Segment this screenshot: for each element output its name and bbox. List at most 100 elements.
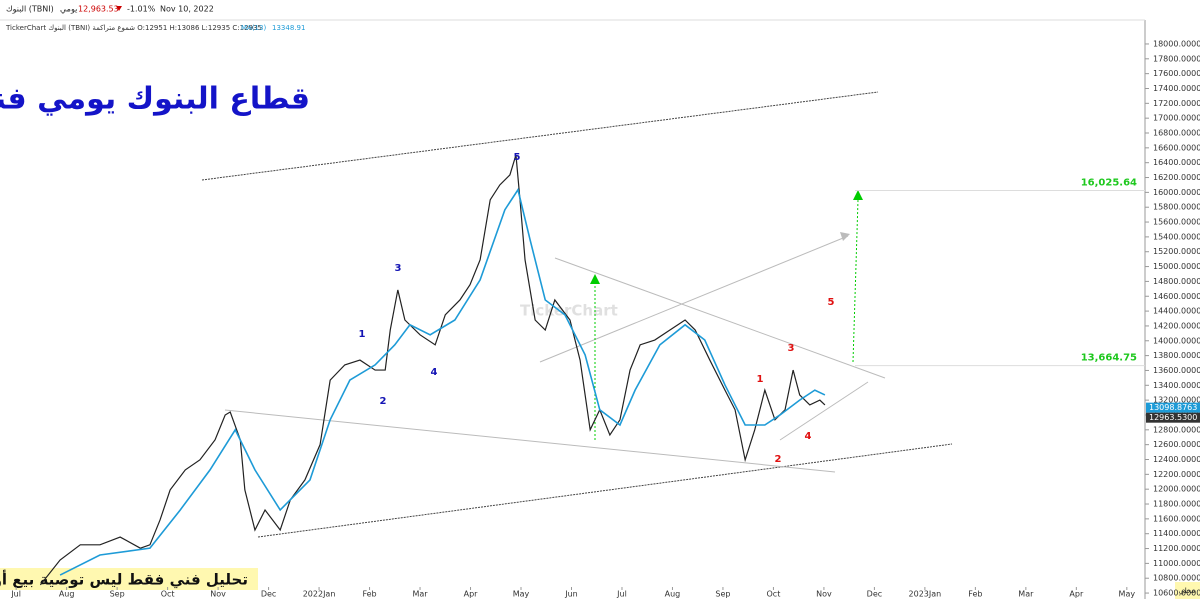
wave-label: 1 <box>757 374 764 385</box>
ma-value: 13348.91 <box>272 24 305 32</box>
y-tick-label: 12000.0000 <box>1153 485 1200 494</box>
x-tick-label: Aug <box>665 590 681 599</box>
projection-head <box>840 232 850 241</box>
green-arrow-1-head <box>590 274 600 284</box>
y-tick-label: 10600.0000 <box>1153 589 1200 598</box>
x-tick-label: Feb <box>362 590 376 599</box>
y-tick-label: 17000.0000 <box>1153 114 1200 123</box>
price-line <box>59 187 826 576</box>
wave-label: 5 <box>514 152 521 163</box>
y-tick-label: 12600.0000 <box>1153 440 1200 449</box>
last-value-label: 13098.8763 <box>1149 403 1197 412</box>
change: -1.01% <box>127 5 156 14</box>
y-tick-label: 18000.0000 <box>1153 39 1200 48</box>
last-value-badge <box>1146 412 1200 423</box>
x-tick-label: Oct <box>767 590 781 599</box>
y-tick-label: 12800.0000 <box>1153 425 1200 434</box>
price-level-label: 13,664.75 <box>1081 353 1137 364</box>
corner-label: محلي <box>1179 587 1196 595</box>
y-tick-label: 11600.0000 <box>1153 514 1200 523</box>
x-tick-label: 2023Jan <box>909 590 942 599</box>
wave-label: 3 <box>395 263 402 274</box>
y-tick-label: 11000.0000 <box>1153 559 1200 568</box>
down-arrow <box>116 6 122 11</box>
y-tick-label: 14000.0000 <box>1153 336 1200 345</box>
x-tick-label: Apr <box>464 590 479 599</box>
y-tick-label: 13400.0000 <box>1153 381 1200 390</box>
last-value-badge <box>1146 402 1200 413</box>
x-tick-label: Apr <box>1069 590 1084 599</box>
y-tick-label: 10800.0000 <box>1153 574 1200 583</box>
wave-label: 2 <box>380 396 387 407</box>
y-tick-label: 12200.0000 <box>1153 470 1200 479</box>
ma-name: MA(13) <box>241 24 266 32</box>
x-tick-label: Feb <box>968 590 982 599</box>
lower-channel <box>257 443 953 538</box>
y-tick-label: 14400.0000 <box>1153 307 1200 316</box>
y-tick-label: 12400.0000 <box>1153 455 1200 464</box>
chart-title: قطاع البنوك يومي فنياً <box>0 77 310 117</box>
y-tick-label: 15600.0000 <box>1153 218 1200 227</box>
y-tick-label: 17800.0000 <box>1153 54 1200 63</box>
x-tick-label: Jul <box>616 590 627 599</box>
y-tick-label: 14800.0000 <box>1153 277 1200 286</box>
y-tick-label: 16800.0000 <box>1153 129 1200 138</box>
x-tick-label: Nov <box>816 590 832 599</box>
x-tick-label: Jun <box>564 590 578 599</box>
disclaimer: تحليل فني فقط ليس توصية بيع أو شراء <box>0 570 248 589</box>
y-tick-label: 14600.0000 <box>1153 292 1200 301</box>
y-tick-label: 17400.0000 <box>1153 84 1200 93</box>
price-line <box>39 154 826 586</box>
x-tick-label: Mar <box>412 590 428 599</box>
x-tick-label: Nov <box>210 590 226 599</box>
price: 12,963.53 <box>78 5 119 14</box>
x-tick-label: Jul <box>10 590 21 599</box>
x-tick-label: Sep <box>110 590 125 599</box>
x-tick-label: Dec <box>867 590 882 599</box>
y-tick-label: 15800.0000 <box>1153 203 1200 212</box>
y-tick-label: 16400.0000 <box>1153 158 1200 167</box>
wave-label: 4 <box>431 367 438 378</box>
upper-channel <box>201 91 879 181</box>
y-tick-label: 15200.0000 <box>1153 247 1200 256</box>
y-tick-label: 16600.0000 <box>1153 143 1200 152</box>
y-tick-label: 13800.0000 <box>1153 351 1200 360</box>
wave-label: 4 <box>805 431 812 442</box>
watermark: TickerChart <box>520 302 618 320</box>
corner-bg <box>1175 582 1200 599</box>
y-tick-label: 11800.0000 <box>1153 500 1200 509</box>
x-tick-label: Oct <box>161 590 175 599</box>
last-value-label: 12963.5300 <box>1149 413 1197 422</box>
wave-label: 2 <box>775 454 782 465</box>
y-tick-label: 13200.0000 <box>1153 396 1200 405</box>
x-tick-label: May <box>1119 590 1136 599</box>
wave-label: 3 <box>788 343 795 354</box>
green-arrow-2-head <box>853 190 863 200</box>
y-tick-label: 14200.0000 <box>1153 321 1200 330</box>
wave-label: 5 <box>828 297 835 308</box>
period: يومي <box>60 5 77 14</box>
info: TickerChart البنوك (TBNI) شموع متراكمة O… <box>5 24 262 32</box>
price-level-label: 16,025.64 <box>1081 177 1137 188</box>
y-tick-label: 16000.0000 <box>1153 188 1200 197</box>
green-arrow-2 <box>852 199 859 363</box>
x-tick-label: Dec <box>261 590 276 599</box>
x-tick-label: Aug <box>59 590 75 599</box>
x-tick-label: Mar <box>1018 590 1034 599</box>
x-tick-label: Sep <box>715 590 730 599</box>
y-tick-label: 11400.0000 <box>1153 529 1200 538</box>
y-tick-label: 17200.0000 <box>1153 99 1200 108</box>
small-wedge <box>779 381 869 441</box>
triangle-lower <box>224 409 836 473</box>
symbol: البنوك (TBNI) <box>6 5 54 14</box>
triangle-upper <box>554 257 886 379</box>
x-tick-label: 2022Jan <box>303 590 336 599</box>
y-tick-label: 13600.0000 <box>1153 366 1200 375</box>
x-tick-label: May <box>513 590 530 599</box>
trend-lines <box>201 91 953 538</box>
projection <box>539 235 849 363</box>
y-tick-label: 17600.0000 <box>1153 69 1200 78</box>
y-tick-label: 15400.0000 <box>1153 232 1200 241</box>
